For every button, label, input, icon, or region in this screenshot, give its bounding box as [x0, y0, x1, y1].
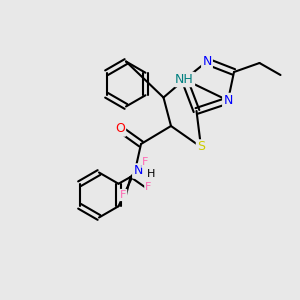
Text: N: N: [202, 55, 212, 68]
Text: F: F: [145, 182, 152, 193]
Text: S: S: [197, 140, 205, 154]
Text: H: H: [147, 169, 156, 179]
Text: O: O: [115, 122, 125, 136]
Text: NH: NH: [175, 73, 194, 86]
Text: F: F: [120, 190, 126, 200]
Text: F: F: [142, 157, 149, 167]
Text: N: N: [223, 94, 233, 107]
Text: N: N: [133, 164, 143, 178]
